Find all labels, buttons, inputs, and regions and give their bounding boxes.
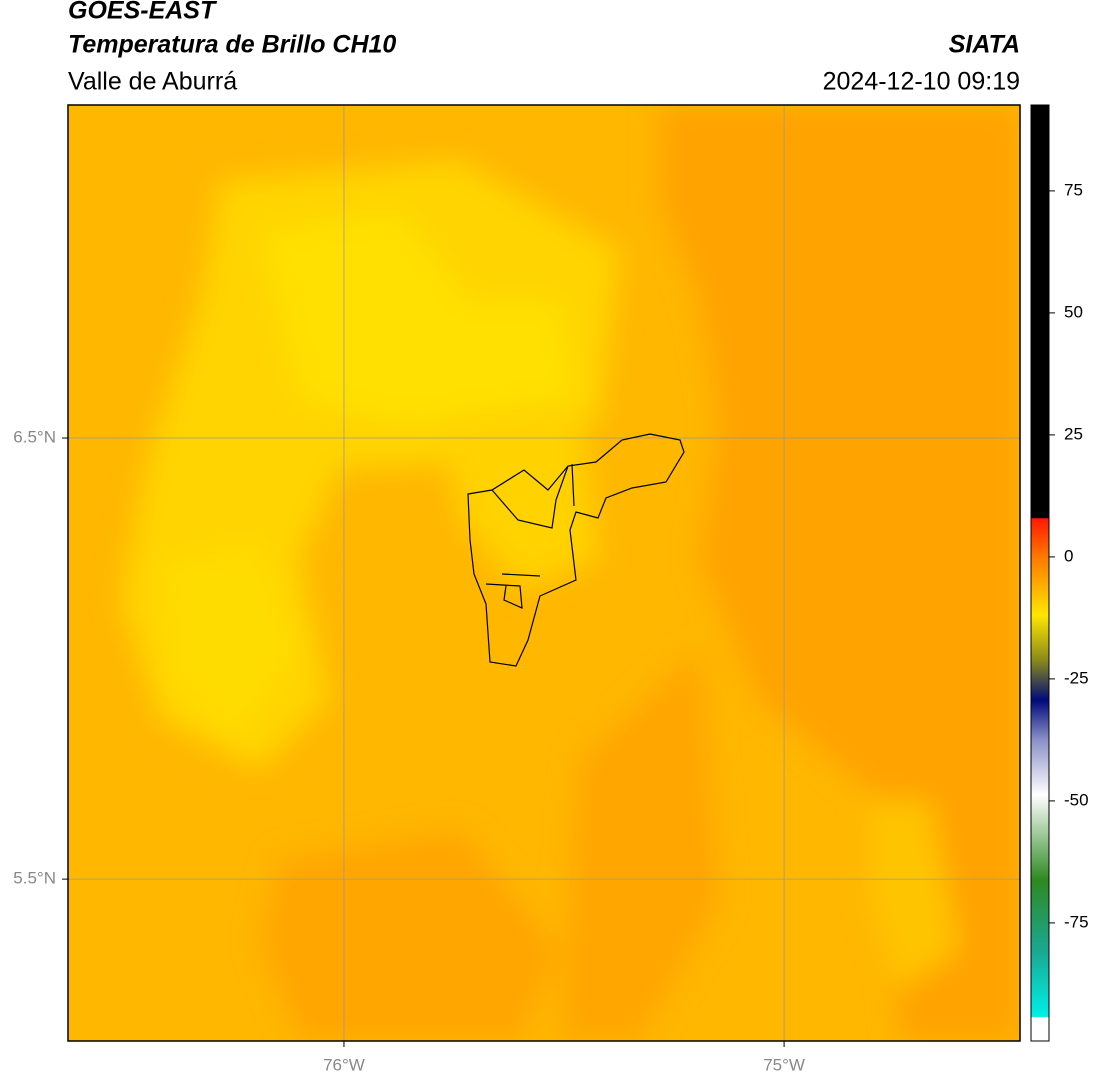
region: Valle de Aburrá: [68, 68, 237, 96]
colorbar-tick-label: -25: [1064, 668, 1089, 687]
colorbar-tick-label: -75: [1064, 912, 1089, 931]
title: GOES-EAST: [68, 0, 218, 25]
colorbar: [1030, 104, 1050, 1042]
subtitle: Temperatura de Brillo CH10: [68, 31, 396, 59]
datetime: 2024-12-10 09:19: [823, 68, 1020, 96]
lat-tick-label: 5.5°N: [13, 869, 56, 888]
map-field: [68, 105, 1020, 1041]
colorbar-tick-label: 50: [1064, 302, 1083, 321]
source: SIATA: [949, 31, 1020, 59]
colorbar-tick-label: 0: [1064, 546, 1073, 565]
colorbar-tick-label: 75: [1064, 180, 1083, 199]
lon-tick-label: 76°W: [323, 1055, 365, 1074]
lon-tick-label: 75°W: [763, 1055, 805, 1074]
valley-outline: [467, 433, 685, 667]
colorbar-tick-label: 25: [1064, 424, 1083, 443]
map-frame: [67, 104, 1021, 1042]
colorbar-tick-label: -50: [1064, 790, 1089, 809]
grid: [68, 105, 1020, 1041]
lat-tick-label: 6.5°N: [13, 428, 56, 447]
